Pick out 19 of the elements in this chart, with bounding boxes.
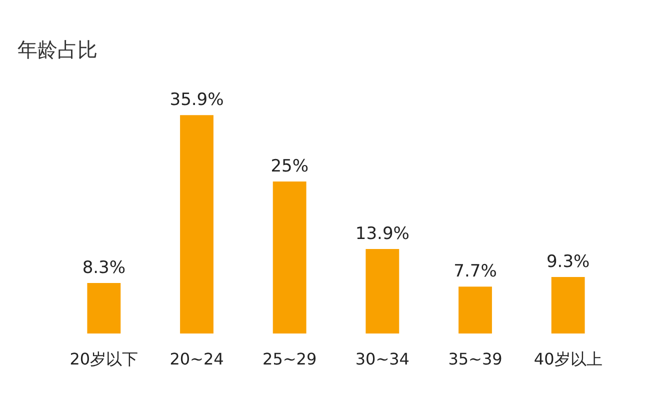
bar xyxy=(551,276,585,334)
x-tick-label: 20岁以下 xyxy=(70,350,138,368)
data-label: 13.9% xyxy=(355,224,410,244)
x-tick-label: 40岁以上 xyxy=(534,350,602,368)
x-tick-label: 35~39 xyxy=(448,350,502,368)
x-tick-label: 25~29 xyxy=(262,350,317,368)
x-tick-label: 30~34 xyxy=(355,350,410,368)
data-label: 8.3% xyxy=(82,258,126,278)
data-label: 25% xyxy=(270,156,308,176)
bar xyxy=(87,283,121,334)
data-label: 35.9% xyxy=(170,90,224,110)
bar xyxy=(272,181,306,334)
data-label: 7.7% xyxy=(454,262,497,282)
data-label: 9.3% xyxy=(546,252,590,272)
bar xyxy=(180,115,214,334)
chart-title: 年龄占比 xyxy=(18,38,98,62)
bar xyxy=(366,248,400,334)
bar xyxy=(458,286,492,334)
x-tick-label: 20~24 xyxy=(170,350,224,368)
